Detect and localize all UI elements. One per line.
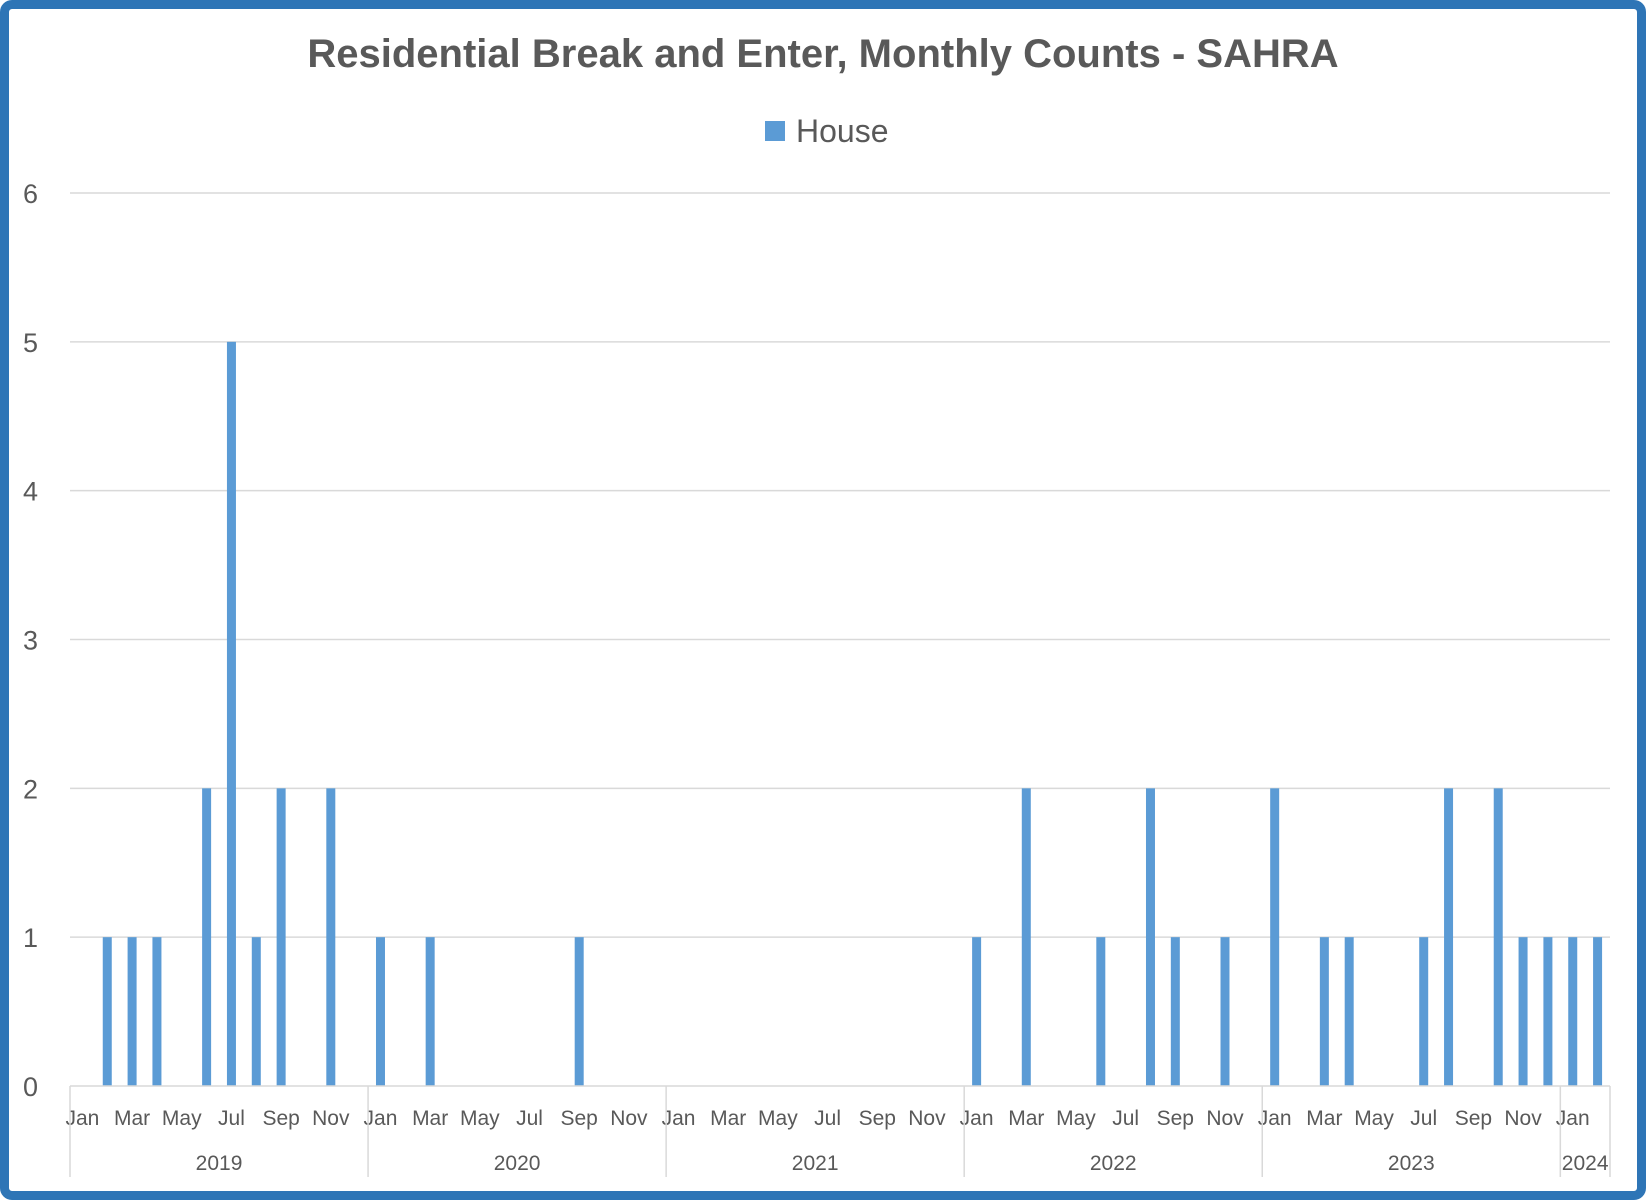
bar-house [425,937,435,1086]
bar-house [326,788,336,1086]
x-tick-label: Jul [516,1107,543,1130]
x-tick-label: Sep [1157,1107,1194,1130]
x-tick-label: May [758,1107,798,1130]
x-tick-label: Jan [65,1107,99,1130]
bar-house [375,937,385,1086]
x-tick-label: May [460,1107,500,1130]
bar-house [1344,937,1354,1086]
bar-house [1543,937,1553,1086]
bars [102,341,1603,1086]
x-tick-label: Jul [1410,1107,1437,1130]
x-tick-label: Mar [412,1107,448,1130]
year-label: 2023 [1388,1152,1435,1175]
bar-house [1419,937,1429,1086]
x-tick-label: Nov [610,1107,648,1130]
x-tick-label: May [1354,1107,1394,1130]
y-tick-label: 4 [23,477,38,507]
x-tick-label: Jan [1258,1107,1292,1130]
x-tick-label: May [1056,1107,1096,1130]
year-label: 2024 [1562,1152,1609,1175]
bar-house [1444,788,1454,1086]
legend-label-house: House [796,113,889,149]
year-label: 2021 [792,1152,839,1175]
x-axis: Jan Mar May Jul Sep Nov Jan Mar May Jul Sep Nov Jan M… [65,1085,1611,1177]
x-tick-label: Sep [561,1107,598,1130]
y-tick-label: 5 [23,328,38,358]
bar-house [202,788,212,1086]
bar-house [1220,937,1230,1086]
chart-title: Residential Break and Enter, Monthly Cou… [307,32,1338,76]
y-axis-ticks: 0 1 2 3 4 5 6 [23,179,38,1102]
bar-house [276,788,286,1086]
bar-house [1518,937,1528,1086]
legend: House [765,113,889,149]
bar-house [574,937,584,1086]
x-tick-label: Jan [1556,1107,1590,1130]
y-tick-label: 2 [23,774,38,804]
x-tick-label: Mar [1008,1107,1044,1130]
x-tick-label: Jul [1112,1107,1139,1130]
bar-house [102,937,112,1086]
bar-house [1170,937,1180,1086]
bar-house [251,937,261,1086]
x-tick-label: Jan [960,1107,994,1130]
gridlines [70,192,1610,938]
x-tick-label: Mar [114,1107,150,1130]
x-tick-label: May [162,1107,202,1130]
year-label: 2019 [196,1152,243,1175]
x-tick-label: Mar [1306,1107,1342,1130]
bar-house [1568,937,1578,1086]
x-tick-label: Jul [218,1107,245,1130]
bar-house [972,937,982,1086]
x-tick-label: Nov [1206,1107,1244,1130]
bar-house [152,937,162,1086]
bar-house [226,341,236,1086]
x-tick-label: Jul [814,1107,841,1130]
bar-house [127,937,137,1086]
x-tick-label: Sep [262,1107,299,1130]
legend-swatch-house [765,121,785,141]
x-tick-label: Mar [710,1107,746,1130]
bar-house [1145,788,1155,1086]
x-tick-label: Nov [1504,1107,1542,1130]
x-tick-label: Jan [662,1107,696,1130]
x-tick-label: Nov [312,1107,350,1130]
year-label: 2020 [494,1152,541,1175]
x-tick-label: Sep [1455,1107,1492,1130]
x-tick-label: Jan [364,1107,398,1130]
y-tick-label: 6 [23,179,38,209]
bar-house [1096,937,1106,1086]
y-tick-label: 3 [23,626,38,656]
bar-house [1021,788,1031,1086]
bar-house [1319,937,1329,1086]
x-tick-label: Nov [908,1107,946,1130]
year-label: 2022 [1090,1152,1137,1175]
bar-house [1493,788,1503,1086]
y-tick-label: 0 [23,1072,38,1102]
y-tick-label: 1 [23,923,38,953]
bar-house [1270,788,1280,1086]
x-tick-label: Sep [859,1107,896,1130]
bar-house [1593,937,1603,1086]
